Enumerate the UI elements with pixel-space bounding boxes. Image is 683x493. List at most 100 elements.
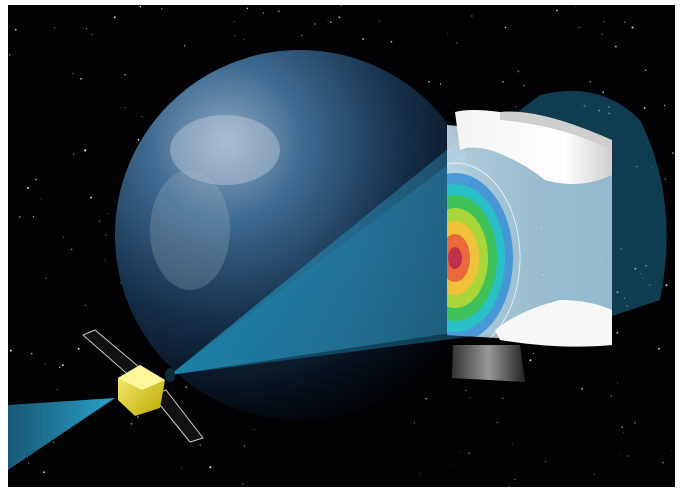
star — [529, 359, 532, 362]
star — [631, 26, 634, 29]
star — [414, 422, 415, 424]
star — [35, 178, 37, 181]
star — [504, 26, 507, 29]
star — [621, 426, 623, 429]
clouds — [170, 115, 280, 185]
star — [419, 472, 421, 474]
star — [209, 466, 212, 469]
star — [434, 35, 436, 37]
star — [512, 443, 513, 445]
star — [18, 216, 21, 218]
star — [574, 5, 576, 7]
star — [362, 38, 364, 40]
clouds — [150, 170, 230, 290]
star — [555, 9, 558, 12]
star — [458, 452, 460, 453]
star — [670, 450, 671, 452]
star — [468, 452, 470, 454]
cylinder-bottom — [495, 300, 612, 347]
star — [185, 386, 188, 389]
star — [98, 220, 101, 223]
star — [130, 422, 133, 425]
star — [45, 277, 47, 279]
star — [663, 104, 666, 107]
star — [104, 260, 106, 261]
star — [161, 8, 163, 10]
star — [672, 152, 674, 154]
star — [32, 216, 34, 218]
antenna — [165, 368, 175, 382]
star — [9, 54, 11, 56]
left-beam — [8, 398, 115, 470]
star — [456, 42, 458, 44]
star — [30, 352, 33, 355]
star — [662, 461, 665, 464]
star — [85, 28, 87, 30]
star — [327, 20, 329, 21]
star — [657, 347, 660, 350]
star — [603, 21, 605, 23]
star — [233, 20, 235, 22]
star — [471, 15, 473, 17]
star — [314, 23, 316, 25]
star — [234, 34, 236, 36]
star — [71, 248, 73, 250]
star — [390, 40, 393, 43]
star — [84, 149, 87, 152]
star — [43, 471, 45, 474]
star — [137, 138, 140, 141]
star — [532, 352, 535, 354]
star — [84, 304, 86, 307]
star — [615, 45, 617, 48]
satellite — [82, 329, 204, 443]
star — [428, 81, 430, 83]
star — [44, 363, 46, 365]
star — [141, 116, 143, 118]
star — [61, 364, 64, 367]
star — [253, 429, 255, 430]
star — [523, 84, 525, 87]
star — [91, 34, 93, 36]
star — [634, 421, 637, 424]
star — [447, 33, 449, 35]
star — [105, 234, 107, 236]
star — [52, 441, 54, 443]
star — [338, 16, 341, 19]
star — [26, 186, 29, 189]
star — [113, 16, 116, 19]
cylinder-top — [455, 110, 612, 184]
star — [56, 389, 58, 391]
star — [465, 390, 467, 392]
star — [9, 349, 12, 352]
star — [53, 26, 55, 29]
star — [517, 70, 520, 73]
contours — [447, 162, 521, 345]
star — [601, 33, 603, 35]
star — [71, 72, 74, 75]
star — [616, 331, 619, 334]
star — [643, 107, 646, 109]
star — [243, 38, 245, 40]
star — [278, 10, 280, 12]
star — [90, 196, 92, 199]
star — [624, 21, 626, 23]
star — [124, 107, 126, 108]
star — [301, 34, 303, 37]
star — [602, 91, 604, 93]
star — [263, 12, 265, 14]
star — [199, 444, 202, 446]
star — [589, 81, 591, 83]
star — [124, 74, 126, 76]
star — [139, 5, 142, 8]
star — [627, 455, 630, 457]
star — [243, 445, 246, 447]
star — [665, 284, 668, 287]
star — [107, 212, 109, 214]
star — [644, 69, 647, 71]
star — [40, 198, 42, 200]
star — [502, 397, 504, 399]
star — [439, 83, 442, 85]
beam — [170, 135, 470, 375]
